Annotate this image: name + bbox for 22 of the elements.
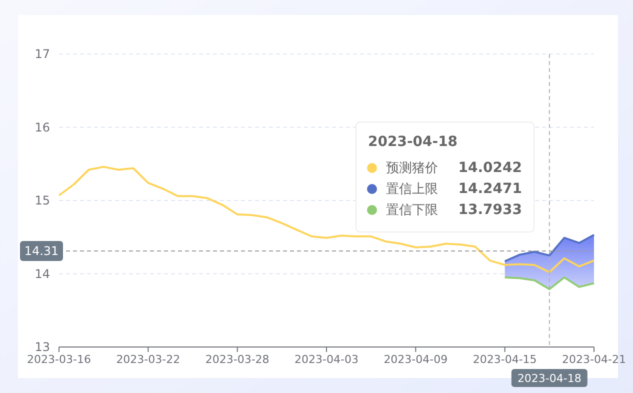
y-tick-label: 14 xyxy=(34,266,50,281)
x-tick-label: 2023-03-28 xyxy=(205,353,270,366)
annotation: 14.0242 xyxy=(458,160,522,176)
y-tick-label: 15 xyxy=(34,194,50,208)
x-tick-label: 2023-04-03 xyxy=(294,353,358,366)
ref-line-label: 2023-04-18 xyxy=(517,372,582,385)
y-tick-label: 13 xyxy=(34,340,50,354)
legend-label: 置信上限 xyxy=(386,182,438,197)
x-tick-label: 2023-04-15 xyxy=(472,353,537,366)
x-tick-label: 2023-03-22 xyxy=(116,353,180,366)
y-tick-label: 16 xyxy=(34,120,50,134)
annotation: 14.2471 xyxy=(458,181,522,197)
legend-label: 置信下限 xyxy=(386,203,438,218)
ref-line-label: 14.31 xyxy=(24,244,59,258)
annotation: 13.7933 xyxy=(458,202,522,218)
y-tick-label: 17 xyxy=(34,47,50,61)
x-tick-label: 2023-03-16 xyxy=(27,353,91,366)
x-tick-label: 2023-04-21 xyxy=(562,353,626,366)
x-tick-label: 2023-04-09 xyxy=(384,353,448,366)
annotation: 2023-04-18 xyxy=(368,134,458,150)
line-series xyxy=(504,276,595,290)
legend-label: 预测猪价 xyxy=(386,161,438,176)
